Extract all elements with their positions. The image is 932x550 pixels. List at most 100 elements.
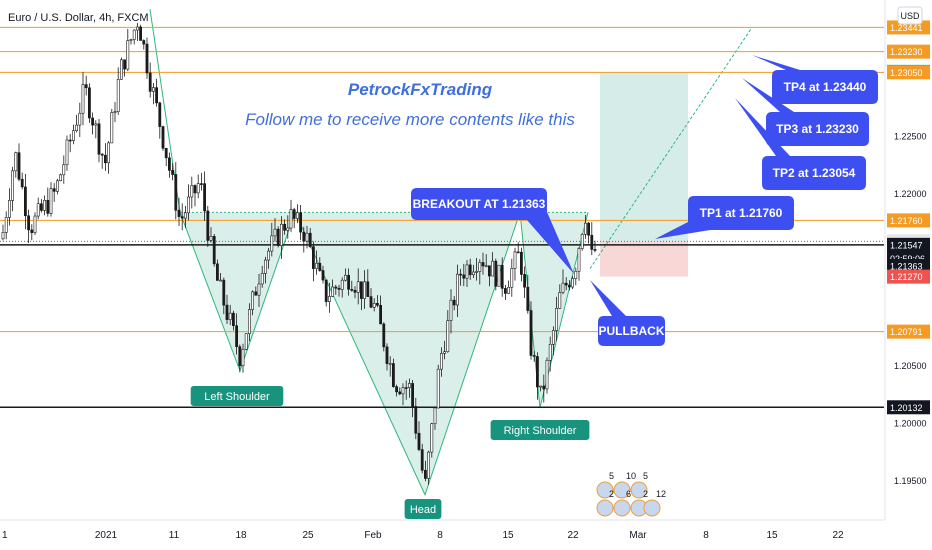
price-tag-8[interactable]: 1.21363	[887, 258, 930, 273]
candle-body	[193, 185, 197, 194]
label-breakout[interactable]: BREAKOUT AT 1.21363	[411, 188, 574, 274]
label-tp2-box	[735, 98, 866, 190]
candle	[43, 195, 47, 216]
candle-body	[100, 153, 104, 156]
candle	[519, 247, 523, 282]
candle	[513, 247, 517, 281]
time-tick-8: 22	[567, 530, 579, 541]
candle-body	[491, 260, 495, 277]
candle-body	[292, 209, 296, 219]
candle-body	[484, 265, 488, 268]
candle-body	[350, 288, 354, 291]
candle	[593, 240, 597, 253]
event-flag-icon	[643, 499, 661, 517]
candle-body	[228, 312, 232, 320]
candle	[497, 264, 501, 287]
stop-zone	[600, 241, 688, 277]
label-tp3[interactable]: TP3 at 1.23230	[742, 78, 869, 146]
candle	[257, 273, 261, 307]
currency-button[interactable]: USD	[897, 6, 923, 25]
event-icon-4[interactable]: 6	[613, 489, 631, 517]
candles[interactable]	[1, 22, 597, 485]
label-left-shoulder[interactable]: Left Shoulder	[190, 386, 284, 406]
candle	[430, 422, 434, 458]
price-tag-text: 1.21363	[890, 261, 923, 271]
label-tp4-box	[752, 55, 878, 104]
candle-body	[308, 232, 312, 247]
candle-body	[459, 273, 463, 276]
candle-body	[145, 43, 149, 74]
price-tag-11[interactable]: 1.20132	[887, 400, 930, 415]
event-icon-0[interactable]: 5	[596, 471, 614, 499]
label-tp2[interactable]: TP2 at 1.23054	[735, 98, 866, 190]
price-tag-4[interactable]: 1.21760	[887, 213, 930, 228]
pattern-fill	[180, 212, 588, 495]
candle	[417, 421, 421, 452]
event-icons[interactable]: 5 10 5 2 6 2 12	[596, 471, 666, 517]
price-tag-10[interactable]: 1.20791	[887, 324, 930, 339]
candle	[539, 385, 543, 392]
candle-body	[558, 292, 562, 309]
event-icon-6[interactable]: 12	[643, 489, 666, 517]
label-tp1[interactable]: TP1 at 1.21760	[655, 196, 794, 239]
candle	[516, 242, 520, 254]
candle	[14, 151, 18, 178]
candle-body	[385, 346, 389, 364]
candle	[375, 295, 379, 308]
time-axis[interactable]: 1 2021 11 18 25 Feb 8 15 22 Mar 8 15 22	[0, 519, 884, 541]
candle	[84, 75, 88, 96]
price-axis[interactable]: 1.19500 1.20000 1.20500 1.22000 1.22500 1.234…	[884, 0, 930, 520]
price-tag-text: 1.23230	[890, 47, 923, 57]
candle	[97, 118, 101, 163]
event-icon-5[interactable]: 2	[630, 489, 648, 517]
candle-body	[414, 406, 418, 434]
candle-body	[452, 299, 456, 306]
label-pullback[interactable]: PULLBACK	[590, 280, 665, 346]
candle-body	[487, 265, 491, 277]
price-tag-9[interactable]: 1.21270	[887, 269, 930, 284]
candle	[401, 383, 405, 406]
candle-body	[327, 296, 331, 302]
candle	[555, 296, 559, 341]
candle-body	[366, 281, 370, 297]
candle	[222, 277, 226, 315]
candle	[39, 199, 43, 213]
candle	[571, 276, 575, 290]
candle-body	[523, 274, 527, 288]
price-tag-6[interactable]: 1.21547	[887, 237, 930, 252]
label-right-shoulder[interactable]: Right Shoulder	[490, 420, 590, 440]
candle	[36, 197, 40, 220]
label-tp2-text: TP2 at 1.23054	[773, 166, 856, 180]
candle	[81, 71, 85, 126]
event-icon-3[interactable]: 2	[596, 489, 614, 517]
candle-body	[219, 279, 223, 282]
price-tag-1[interactable]: 1.23230	[887, 44, 930, 59]
candle-body	[398, 391, 402, 395]
event-icon-2[interactable]: 5	[630, 471, 648, 499]
candle-body	[200, 183, 203, 185]
label-tp1-box	[655, 196, 794, 239]
candle-body	[439, 353, 443, 370]
label-tp4[interactable]: TP4 at 1.23440	[752, 55, 878, 104]
candle	[225, 294, 229, 324]
price-tag-3[interactable]: 1.23050	[887, 65, 930, 80]
price-tag-text: 1.21760	[890, 216, 923, 226]
annotation-labels[interactable]: Left Shoulder Head Right Shoulder BREAKOUT …	[190, 55, 878, 519]
candle	[564, 277, 568, 291]
candle-body	[148, 72, 152, 92]
event-icon-1[interactable]: 10	[613, 471, 636, 499]
candle	[171, 163, 175, 181]
candle	[526, 274, 530, 314]
time-tick-2: 11	[169, 530, 180, 541]
candle-body	[382, 323, 386, 348]
candle	[299, 204, 303, 240]
candle-body	[433, 407, 437, 425]
candle-body	[97, 123, 101, 155]
candle-body	[244, 333, 248, 350]
event-count: 10	[626, 471, 636, 481]
candle-body	[321, 270, 325, 281]
label-head[interactable]: Head	[404, 499, 442, 519]
candle-body	[324, 279, 328, 302]
